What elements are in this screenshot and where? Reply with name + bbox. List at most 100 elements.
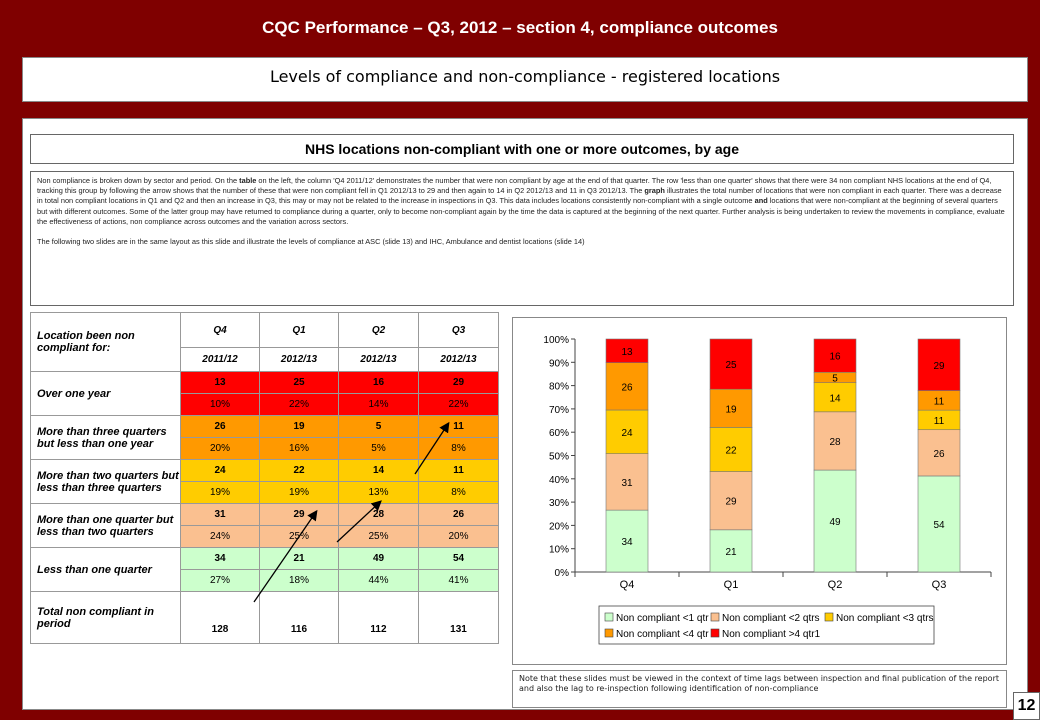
bar-segment [709, 471, 753, 531]
x-tick-label: Q3 [932, 579, 947, 591]
percent-cell: 22% [418, 393, 499, 416]
description-box: Non compliance is broken down by sector … [30, 171, 1014, 306]
table-row: Less than one quarter 34 21 49 54 [30, 547, 499, 592]
row-label: More than one quarter but less than two … [30, 503, 181, 548]
data-label: 54 [933, 520, 945, 531]
bar-segment [813, 411, 857, 471]
bar-segment [813, 338, 857, 373]
data-label: 29 [725, 497, 737, 508]
table-row: More than two quarters but less than thr… [30, 459, 499, 504]
percent-cell: 18% [259, 569, 339, 592]
description-paragraph-2: The following two slides are in the same… [37, 237, 585, 247]
legend-swatch [824, 612, 834, 622]
slide-title: CQC Performance – Q3, 2012 – section 4, … [262, 18, 778, 37]
bar-segment [917, 429, 961, 477]
count-cell: 13 [180, 371, 260, 394]
desc-text: locations that were non-compliant at the… [37, 196, 1005, 226]
data-label: 26 [933, 449, 945, 460]
total-row: Total non compliant in period 128 116 112 13… [30, 591, 499, 644]
percent-cell: 8% [418, 481, 499, 504]
data-label: 19 [725, 404, 737, 415]
percent-cell: 41% [418, 569, 499, 592]
description-paragraph-1: Non compliance is broken down by sector … [37, 176, 1007, 227]
legend-label: Non compliant <1 qtr [616, 613, 709, 624]
y-tick-label: 60% [549, 428, 569, 439]
legend-swatch [604, 628, 614, 638]
desc-bold-graph: graph [644, 186, 665, 196]
y-tick-label: 0% [555, 568, 570, 579]
x-tick-label: Q4 [620, 579, 635, 591]
percent-cell: 8% [418, 437, 499, 460]
table-header-label: Location been non compliant for: [30, 312, 181, 372]
percent-cell: 16% [259, 437, 339, 460]
data-label: 13 [621, 347, 633, 358]
percent-cell: 13% [338, 481, 419, 504]
year-header: 2012/13 [338, 347, 419, 372]
legend-swatch [710, 628, 720, 638]
count-cell: 5 [338, 415, 419, 438]
percent-cell: 5% [338, 437, 419, 460]
y-tick-label: 90% [549, 358, 569, 369]
legend-label: Non compliant <2 qtrs [722, 613, 820, 624]
count-cell: 29 [259, 503, 339, 526]
compliance-table: Location been non compliant for: Q4 Q1 Q2 Q3… [30, 312, 499, 644]
count-cell: 26 [180, 415, 260, 438]
percent-cell: 14% [338, 393, 419, 416]
count-cell: 54 [418, 547, 499, 570]
data-label: 26 [621, 382, 633, 393]
subtitle-box: Levels of compliance and non-compliance … [22, 57, 1028, 102]
data-label: 49 [829, 517, 841, 528]
stacked-bar-chart: 0% 10% 20% 30% 40% 50% 60% 70% 80% 90% 100% 34 31 24 2… [543, 335, 992, 645]
row-label: Less than one quarter [30, 547, 181, 592]
bar-segment [917, 338, 961, 391]
count-cell: 22 [259, 459, 339, 482]
percent-cell: 44% [338, 569, 419, 592]
table-row: 19% 19% 13% 8% [31, 481, 499, 504]
bar-segment [709, 338, 753, 390]
legend-label: Non compliant <4 qtr [616, 629, 709, 640]
table-row: More than one quarter but less than two … [30, 503, 499, 548]
count-cell: 49 [338, 547, 419, 570]
total-cell: 131 [418, 591, 499, 644]
y-tick-label: 20% [549, 521, 569, 532]
count-cell: 24 [180, 459, 260, 482]
total-cell: 112 [338, 591, 419, 644]
percent-cell: 25% [338, 525, 419, 548]
count-cell: 21 [259, 547, 339, 570]
total-cell: 128 [180, 591, 260, 644]
table-row: Over one year 13 25 16 29 [30, 371, 499, 416]
data-label: 24 [621, 428, 633, 439]
bar-segment [813, 469, 857, 573]
desc-text: illustrates the total number of location… [37, 186, 1002, 206]
quarter-header: Q4 [180, 312, 260, 348]
chart-container: 0% 10% 20% 30% 40% 50% 60% 70% 80% 90% 100% 34 31 24 2… [512, 317, 1007, 665]
count-cell: 34 [180, 547, 260, 570]
count-cell: 31 [180, 503, 260, 526]
legend-label: Non compliant <3 qtrs [836, 613, 934, 624]
count-cell: 29 [418, 371, 499, 394]
quarter-header: Q1 [259, 312, 339, 348]
count-cell: 11 [418, 415, 499, 438]
subtitle: Levels of compliance and non-compliance … [269, 67, 781, 86]
y-tick-label: 50% [549, 452, 569, 463]
data-label: 22 [725, 445, 737, 456]
bar-segment [605, 509, 649, 573]
bar-segment [605, 453, 649, 511]
percent-cell: 25% [259, 525, 339, 548]
y-tick-label: 40% [549, 475, 569, 486]
bar-segment [813, 382, 857, 413]
legend-box [598, 605, 935, 645]
legend-swatch [604, 612, 614, 622]
legend-swatch [710, 612, 720, 622]
percent-cell: 19% [259, 481, 339, 504]
compliance-table-wrap: Location been non compliant for: Q4 Q1 Q2 Q3… [30, 312, 499, 644]
percent-cell: 19% [180, 481, 260, 504]
desc-bold-and: and [754, 196, 768, 206]
year-header: 2012/13 [259, 347, 339, 372]
year-header: 2012/13 [418, 347, 499, 372]
desc-text: Non compliance is broken down by sector … [37, 176, 240, 185]
data-label: 16 [829, 352, 841, 363]
percent-cell: 22% [259, 393, 339, 416]
table-row: More than three quarters but less than o… [30, 415, 499, 460]
percent-cell: 27% [180, 569, 260, 592]
